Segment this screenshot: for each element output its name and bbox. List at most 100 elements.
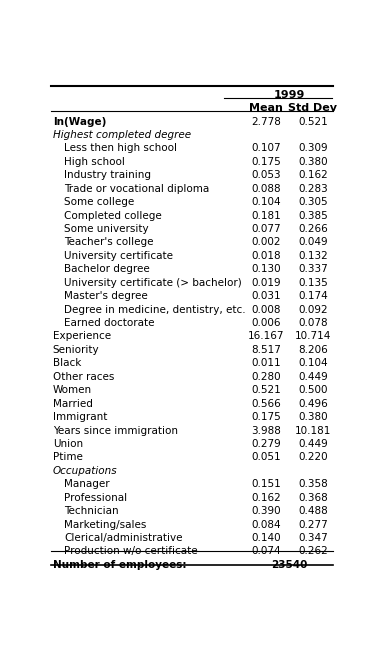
- Text: 0.368: 0.368: [298, 493, 328, 503]
- Text: Production w/o certificate: Production w/o certificate: [64, 547, 198, 556]
- Text: 0.283: 0.283: [298, 183, 328, 194]
- Text: 0.092: 0.092: [298, 304, 328, 315]
- Text: Manager: Manager: [64, 479, 110, 489]
- Text: 0.521: 0.521: [298, 116, 328, 127]
- Text: Completed college: Completed college: [64, 210, 162, 221]
- Text: 0.488: 0.488: [298, 506, 328, 516]
- Text: 0.175: 0.175: [251, 412, 281, 422]
- Text: 0.358: 0.358: [298, 479, 328, 489]
- Text: 0.011: 0.011: [252, 358, 281, 368]
- Text: 0.309: 0.309: [298, 144, 328, 153]
- Text: Highest completed degree: Highest completed degree: [53, 130, 191, 140]
- Text: Immigrant: Immigrant: [53, 412, 107, 422]
- Text: 0.135: 0.135: [298, 278, 328, 288]
- Text: 2.778: 2.778: [251, 116, 281, 127]
- Text: 23540: 23540: [272, 560, 308, 570]
- Text: High school: High school: [64, 157, 125, 167]
- Text: 0.084: 0.084: [252, 520, 281, 530]
- Text: Marketing/sales: Marketing/sales: [64, 520, 147, 530]
- Text: 0.385: 0.385: [298, 210, 328, 221]
- Text: 0.181: 0.181: [251, 210, 281, 221]
- Text: 0.019: 0.019: [252, 278, 281, 288]
- Text: Master's degree: Master's degree: [64, 291, 148, 301]
- Text: 8.206: 8.206: [298, 345, 328, 355]
- Text: Bachelor degree: Bachelor degree: [64, 264, 150, 274]
- Text: 0.566: 0.566: [251, 399, 281, 409]
- Text: 8.517: 8.517: [251, 345, 281, 355]
- Text: University certificate (> bachelor): University certificate (> bachelor): [64, 278, 242, 288]
- Text: 0.049: 0.049: [298, 238, 328, 247]
- Text: 0.449: 0.449: [298, 439, 328, 449]
- Text: 0.347: 0.347: [298, 533, 328, 543]
- Text: Less then high school: Less then high school: [64, 144, 177, 153]
- Text: 0.449: 0.449: [298, 372, 328, 382]
- Text: 0.140: 0.140: [252, 533, 281, 543]
- Text: 0.130: 0.130: [252, 264, 281, 274]
- Text: 0.132: 0.132: [298, 251, 328, 261]
- Text: 0.496: 0.496: [298, 399, 328, 409]
- Text: 0.305: 0.305: [298, 197, 328, 207]
- Text: 0.162: 0.162: [251, 493, 281, 503]
- Text: Earned doctorate: Earned doctorate: [64, 318, 155, 328]
- Text: 0.521: 0.521: [251, 385, 281, 395]
- Text: 0.151: 0.151: [251, 479, 281, 489]
- Text: 0.280: 0.280: [252, 372, 281, 382]
- Text: Clerical/administrative: Clerical/administrative: [64, 533, 183, 543]
- Text: 0.390: 0.390: [252, 506, 281, 516]
- Text: Experience: Experience: [53, 332, 111, 342]
- Text: Years since immigration: Years since immigration: [53, 426, 178, 436]
- Text: 0.104: 0.104: [252, 197, 281, 207]
- Text: 0.279: 0.279: [251, 439, 281, 449]
- Text: Teacher's college: Teacher's college: [64, 238, 154, 247]
- Text: Ptime: Ptime: [53, 453, 82, 462]
- Text: 0.018: 0.018: [252, 251, 281, 261]
- Text: Union: Union: [53, 439, 83, 449]
- Text: 0.380: 0.380: [298, 157, 328, 167]
- Text: 0.008: 0.008: [252, 304, 281, 315]
- Text: 0.220: 0.220: [298, 453, 328, 462]
- Text: 0.174: 0.174: [298, 291, 328, 301]
- Text: Technician: Technician: [64, 506, 119, 516]
- Text: Some college: Some college: [64, 197, 135, 207]
- Text: 3.988: 3.988: [251, 426, 281, 436]
- Text: Number of employees:: Number of employees:: [53, 560, 186, 570]
- Text: Std Dev: Std Dev: [288, 103, 337, 113]
- Text: Professional: Professional: [64, 493, 128, 503]
- Text: 0.006: 0.006: [252, 318, 281, 328]
- Text: Some university: Some university: [64, 224, 149, 234]
- Text: Degree in medicine, dentistry, etc.: Degree in medicine, dentistry, etc.: [64, 304, 246, 315]
- Text: 0.500: 0.500: [298, 385, 327, 395]
- Text: 0.107: 0.107: [252, 144, 281, 153]
- Text: Women: Women: [53, 385, 92, 395]
- Text: Seniority: Seniority: [53, 345, 99, 355]
- Text: 0.337: 0.337: [298, 264, 328, 274]
- Text: Occupations: Occupations: [53, 466, 117, 476]
- Text: 0.266: 0.266: [298, 224, 328, 234]
- Text: 0.031: 0.031: [252, 291, 281, 301]
- Text: 0.051: 0.051: [252, 453, 281, 462]
- Text: 0.277: 0.277: [298, 520, 328, 530]
- Text: 0.088: 0.088: [252, 183, 281, 194]
- Text: 10.714: 10.714: [295, 332, 331, 342]
- Text: 0.380: 0.380: [298, 412, 328, 422]
- Text: Black: Black: [53, 358, 81, 368]
- Text: 1999: 1999: [274, 89, 305, 100]
- Text: 0.053: 0.053: [252, 170, 281, 180]
- Text: Industry training: Industry training: [64, 170, 151, 180]
- Text: 0.175: 0.175: [251, 157, 281, 167]
- Text: 0.078: 0.078: [298, 318, 328, 328]
- Text: 0.162: 0.162: [298, 170, 328, 180]
- Text: Other races: Other races: [53, 372, 114, 382]
- Text: University certificate: University certificate: [64, 251, 173, 261]
- Text: Mean: Mean: [249, 103, 283, 113]
- Text: Married: Married: [53, 399, 93, 409]
- Text: 0.104: 0.104: [298, 358, 328, 368]
- Text: Trade or vocational diploma: Trade or vocational diploma: [64, 183, 210, 194]
- Text: 0.074: 0.074: [252, 547, 281, 556]
- Text: 0.077: 0.077: [252, 224, 281, 234]
- Text: 10.181: 10.181: [295, 426, 331, 436]
- Text: 16.167: 16.167: [248, 332, 285, 342]
- Text: 0.262: 0.262: [298, 547, 328, 556]
- Text: ln(Wage): ln(Wage): [53, 116, 106, 127]
- Text: 0.002: 0.002: [252, 238, 281, 247]
